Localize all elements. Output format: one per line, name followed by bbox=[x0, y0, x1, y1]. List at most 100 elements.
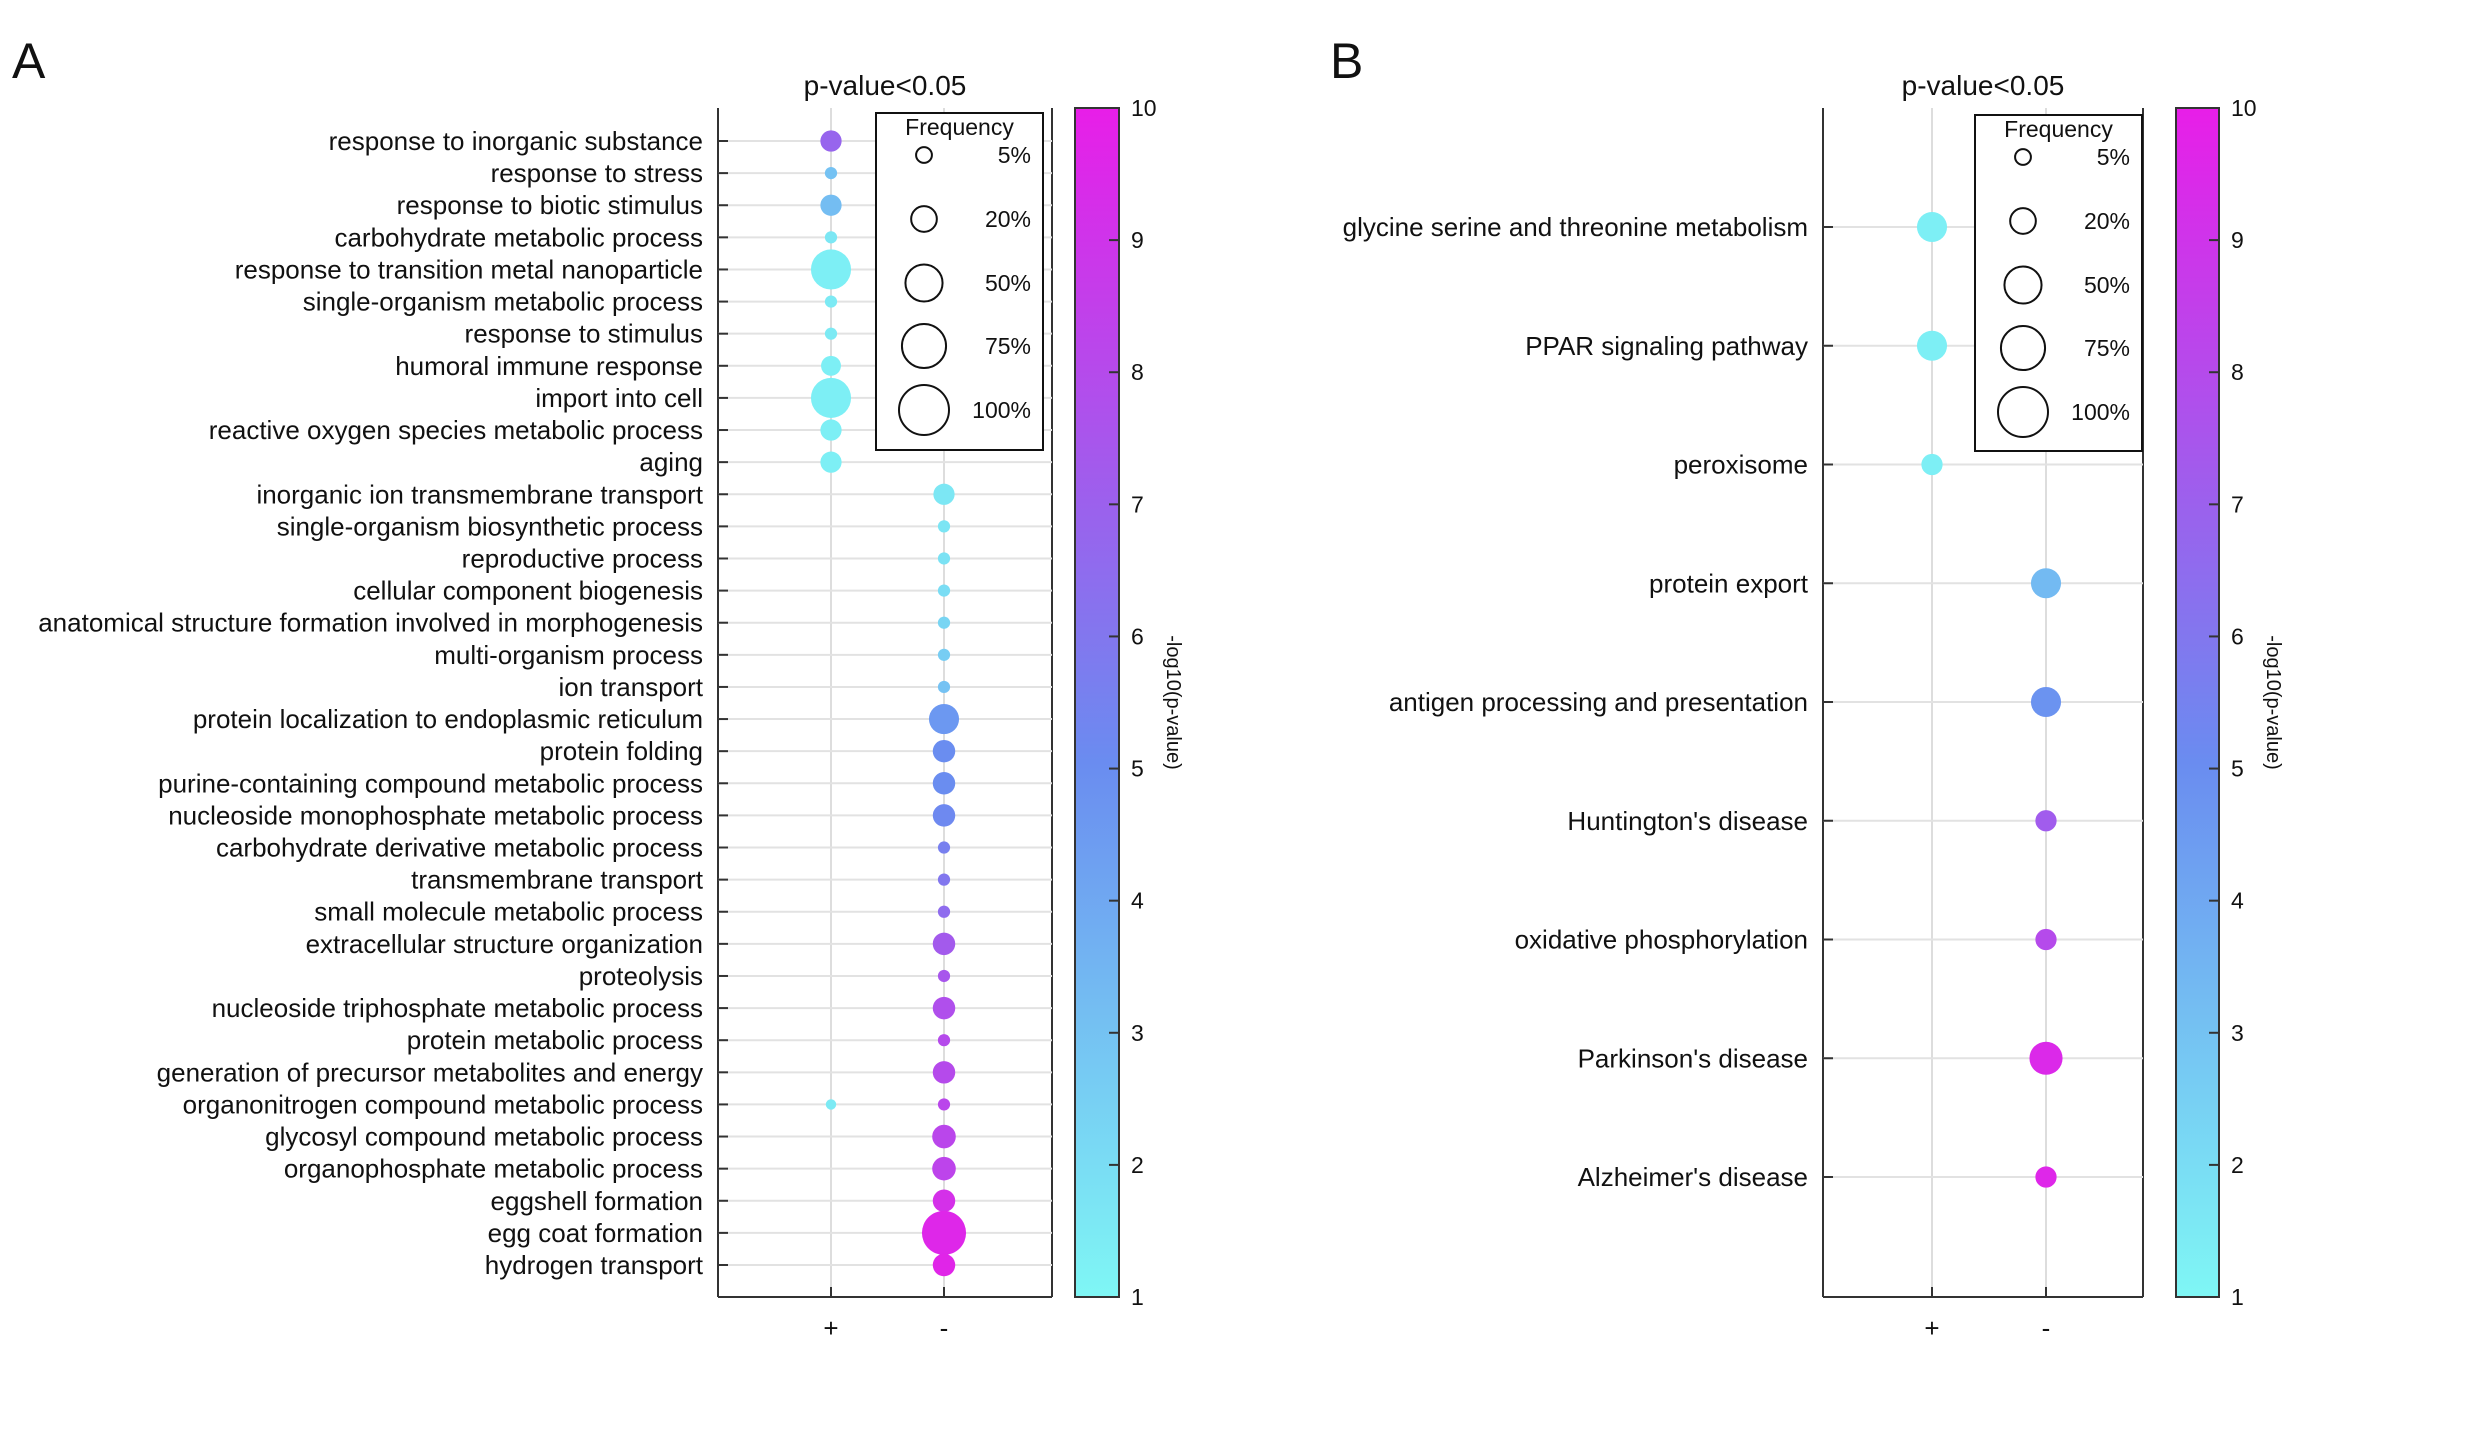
colorbar-tick-label: 3 bbox=[2231, 1020, 2244, 1046]
legend-size-circle bbox=[2003, 265, 2043, 305]
term-label: multi-organism process bbox=[434, 640, 703, 670]
colorbar-tick-label: 6 bbox=[2231, 623, 2244, 649]
term-label: egg coat formation bbox=[488, 1218, 703, 1248]
legend-size-circle bbox=[1997, 386, 2049, 438]
colorbar-tick-label: 5 bbox=[2231, 756, 2244, 782]
legend-entry-label: 50% bbox=[985, 270, 1031, 296]
legend-size-circle bbox=[1999, 324, 2047, 372]
legend-size-circle bbox=[915, 146, 933, 164]
data-point bbox=[824, 231, 838, 244]
term-label: hydrogen transport bbox=[485, 1250, 704, 1280]
term-label: single-organism biosynthetic process bbox=[277, 511, 703, 541]
chart-title: p-value<0.05 bbox=[1902, 70, 2065, 101]
colorbar bbox=[1074, 107, 1120, 1298]
colorbar-tick-label: 10 bbox=[2231, 95, 2257, 121]
legend-entry-label: 75% bbox=[985, 333, 1031, 359]
term-label: protein export bbox=[1649, 568, 1809, 598]
data-point bbox=[937, 584, 951, 597]
legend-entry-label: 20% bbox=[985, 206, 1031, 232]
data-point bbox=[937, 616, 951, 629]
data-point bbox=[937, 905, 951, 918]
term-label: reproductive process bbox=[462, 543, 703, 573]
data-point bbox=[932, 772, 956, 795]
data-point bbox=[937, 969, 951, 983]
term-label: single-organism metabolic process bbox=[303, 287, 703, 317]
colorbar bbox=[2175, 107, 2220, 1298]
data-point bbox=[825, 1099, 837, 1110]
data-point bbox=[821, 355, 841, 376]
data-point bbox=[810, 249, 852, 290]
term-label: carbohydrate metabolic process bbox=[334, 222, 703, 252]
term-label: Alzheimer's disease bbox=[1578, 1162, 1808, 1192]
colorbar-tick-label: 9 bbox=[1131, 227, 1144, 253]
legend-title: Frequency bbox=[905, 114, 1014, 140]
data-point bbox=[932, 996, 956, 1020]
colorbar-tick-label: 10 bbox=[1131, 95, 1157, 121]
data-point bbox=[820, 419, 842, 441]
term-label: purine-containing compound metabolic pro… bbox=[158, 768, 703, 798]
colorbar-tick-label: 8 bbox=[1131, 359, 1144, 385]
term-label: nucleoside triphosphate metabolic proces… bbox=[212, 993, 703, 1023]
colorbar-label: -log10(p-value) bbox=[1162, 635, 1184, 770]
term-label: oxidative phosphorylation bbox=[1515, 925, 1808, 955]
colorbar-tick-label: 5 bbox=[1131, 756, 1144, 782]
term-label: transmembrane transport bbox=[411, 865, 704, 895]
data-point bbox=[820, 194, 842, 216]
x-tick-label: + bbox=[823, 1313, 838, 1343]
term-label: protein metabolic process bbox=[407, 1025, 703, 1055]
term-label: response to stress bbox=[491, 158, 703, 188]
data-point bbox=[932, 804, 956, 827]
term-label: antigen processing and presentation bbox=[1389, 687, 1808, 717]
legend-title: Frequency bbox=[2004, 116, 2113, 142]
legend-size-circle bbox=[910, 205, 938, 233]
term-label: anatomical structure formation involved … bbox=[38, 608, 703, 638]
data-point bbox=[824, 295, 838, 308]
colorbar-tick-label: 7 bbox=[2231, 491, 2244, 517]
term-label: ion transport bbox=[558, 672, 703, 702]
data-point bbox=[937, 552, 951, 565]
data-point bbox=[2030, 568, 2062, 599]
term-label: organonitrogen compound metabolic proces… bbox=[183, 1089, 703, 1119]
term-label: small molecule metabolic process bbox=[314, 897, 703, 927]
term-label: response to inorganic substance bbox=[329, 126, 703, 156]
term-label: humoral immune response bbox=[395, 351, 703, 381]
data-point bbox=[1916, 211, 1948, 243]
data-point bbox=[933, 483, 955, 505]
colorbar-tick-label: 4 bbox=[2231, 888, 2244, 914]
chart-title: p-value<0.05 bbox=[804, 70, 967, 101]
legend-entry-label: 75% bbox=[2084, 335, 2130, 361]
term-label: import into cell bbox=[535, 383, 703, 413]
term-label: eggshell formation bbox=[491, 1186, 703, 1216]
term-label: glycosyl compound metabolic process bbox=[265, 1122, 703, 1152]
data-point bbox=[932, 1124, 956, 1149]
data-point bbox=[937, 1034, 951, 1047]
colorbar-tick-label: 6 bbox=[1131, 623, 1144, 649]
x-tick-label: - bbox=[2042, 1313, 2051, 1343]
term-label: protein folding bbox=[540, 736, 703, 766]
data-point bbox=[2035, 1166, 2057, 1188]
data-point bbox=[820, 130, 842, 152]
term-label: nucleoside monophosphate metabolic proce… bbox=[168, 800, 703, 830]
data-point bbox=[820, 451, 842, 473]
data-point bbox=[932, 739, 956, 763]
panel-letter: B bbox=[1330, 33, 1363, 89]
legend-box bbox=[1974, 114, 2143, 452]
data-point bbox=[932, 1061, 956, 1084]
term-label: response to stimulus bbox=[465, 319, 703, 349]
colorbar-tick-label: 8 bbox=[2231, 359, 2244, 385]
term-label: proteolysis bbox=[579, 961, 703, 991]
data-point bbox=[2030, 686, 2062, 718]
term-label: extracellular structure organization bbox=[306, 929, 703, 959]
term-label: response to biotic stimulus bbox=[397, 190, 703, 220]
data-point bbox=[932, 1156, 956, 1181]
data-point bbox=[1921, 453, 1943, 476]
x-tick-label: - bbox=[940, 1313, 949, 1343]
legend-size-circle bbox=[2009, 207, 2037, 235]
legend-entry-label: 100% bbox=[2071, 399, 2130, 425]
colorbar-tick-label: 9 bbox=[2231, 227, 2244, 253]
data-point bbox=[1916, 330, 1948, 361]
colorbar-tick-label: 1 bbox=[2231, 1284, 2244, 1310]
